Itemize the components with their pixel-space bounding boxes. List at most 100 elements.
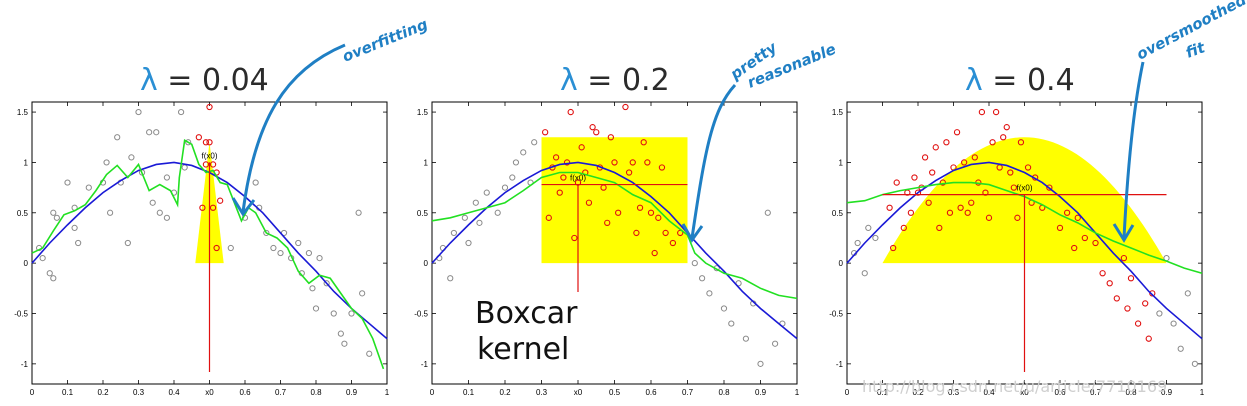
data-point-in-window [1010, 184, 1017, 191]
data-point-in-window [206, 139, 213, 146]
x-tick-label: 0.4 [983, 388, 995, 397]
x-tick-label: 0.9 [1161, 388, 1173, 397]
data-point-in-window [651, 249, 658, 257]
data-point [691, 260, 698, 267]
x-tick-label: 0 [430, 388, 435, 397]
y-tick-label: 1.5 [17, 108, 29, 117]
x-tick-label: 0.7 [275, 388, 287, 397]
data-point [163, 214, 170, 221]
data-point-in-window [1017, 139, 1025, 146]
data-point [501, 184, 509, 191]
data-point-in-window [563, 159, 571, 166]
y-tick-label: -0.5 [414, 310, 428, 319]
data-point-in-window [946, 209, 954, 216]
kernel-fit-line [31, 138, 385, 370]
data-point-in-window [209, 204, 217, 211]
true-function-line [431, 161, 798, 340]
data-point [46, 270, 53, 277]
data-point-in-window [611, 159, 618, 166]
data-point-in-window [202, 139, 210, 146]
data-point [341, 340, 348, 347]
data-point [865, 224, 872, 231]
x-tick-label: 0.5 [609, 388, 621, 397]
x-tick-label: 0 [845, 388, 850, 397]
data-point-in-window [1127, 275, 1135, 282]
panel-3: -1 -0.5 0 0.5 1 1.5 0 0.1 0.2 0.3 0.4 x0 0.6 0.7 0.8 0.… [829, 101, 1205, 397]
annotation-fit: fit [1183, 38, 1208, 62]
data-point [39, 255, 46, 262]
data-point-in-window [1124, 305, 1131, 312]
data-point [312, 305, 320, 312]
x-tick-label: 0.2 [912, 388, 924, 397]
data-point [720, 305, 728, 312]
data-point-in-window [677, 229, 684, 237]
data-point [156, 209, 163, 216]
data-point [181, 164, 188, 171]
data-point [772, 340, 779, 347]
x-tick-label: 0.7 [682, 388, 694, 397]
data-point-in-window [964, 209, 971, 216]
data-point-in-window [929, 169, 936, 176]
data-point-in-window [886, 204, 893, 211]
data-point-in-window [644, 159, 651, 166]
x-tick-label: x0 [205, 388, 214, 397]
data-point-in-window [925, 199, 932, 206]
data-point [128, 154, 135, 161]
data-point-in-window [662, 229, 669, 237]
data-point-in-window [1106, 280, 1113, 287]
x-tick-label: 1 [795, 388, 800, 397]
data-point-in-window [953, 129, 961, 136]
x-tick-label: 0.1 [877, 388, 889, 397]
data-point [295, 239, 302, 247]
data-point-in-window [978, 108, 986, 116]
data-point-in-window [1134, 320, 1142, 327]
x-tick-label: 0.6 [645, 388, 657, 397]
data-point [149, 199, 156, 206]
arrow-overfitting [241, 43, 346, 213]
data-point-in-window [1099, 270, 1106, 277]
data-point [854, 239, 861, 247]
fx0-label: f(x0) [1017, 184, 1033, 193]
data-point [472, 199, 479, 206]
data-point-in-window [1145, 335, 1152, 342]
data-point-in-window [615, 209, 622, 216]
y-tick-label: 1.5 [832, 108, 844, 117]
data-point [227, 244, 234, 252]
data-point [450, 229, 457, 237]
x-tick-label: 0.3 [536, 388, 548, 397]
data-point [355, 209, 362, 216]
data-point-in-window [932, 144, 939, 151]
kernel-fit-line [431, 171, 798, 300]
data-point-in-window [195, 134, 202, 141]
data-point [185, 139, 192, 146]
data-point-in-window [1000, 134, 1007, 141]
data-point [764, 209, 771, 216]
y-tick-label: 0 [839, 259, 844, 268]
data-point-in-window [1003, 124, 1010, 131]
data-point [337, 330, 344, 337]
data-point [277, 249, 284, 257]
data-point [465, 239, 472, 247]
data-point-in-window [604, 219, 611, 227]
data-point-in-window [658, 164, 666, 171]
x-tick-label: 0.4 [168, 388, 180, 397]
data-point-in-window [567, 108, 574, 116]
true-function-line [846, 161, 1203, 340]
data-point-in-window [936, 224, 943, 232]
data-point-in-window [1081, 234, 1088, 242]
data-point [742, 335, 750, 342]
x-tick-label: 1 [385, 388, 390, 397]
data-point-in-window [655, 214, 662, 221]
y-tick-label: 1 [424, 158, 429, 167]
data-point-in-window [1024, 164, 1032, 171]
data-point-in-window [552, 154, 560, 161]
y-tick-label: 0.5 [417, 209, 429, 218]
watermark: http://blog.csdn.net/u/article/7710169 [862, 377, 1167, 396]
data-point [50, 209, 57, 216]
y-tick-label: 0 [424, 259, 429, 268]
data-point-in-window [939, 179, 946, 186]
data-point-in-window [989, 139, 996, 146]
data-point-in-window [571, 234, 578, 242]
data-point-in-window [636, 204, 644, 211]
